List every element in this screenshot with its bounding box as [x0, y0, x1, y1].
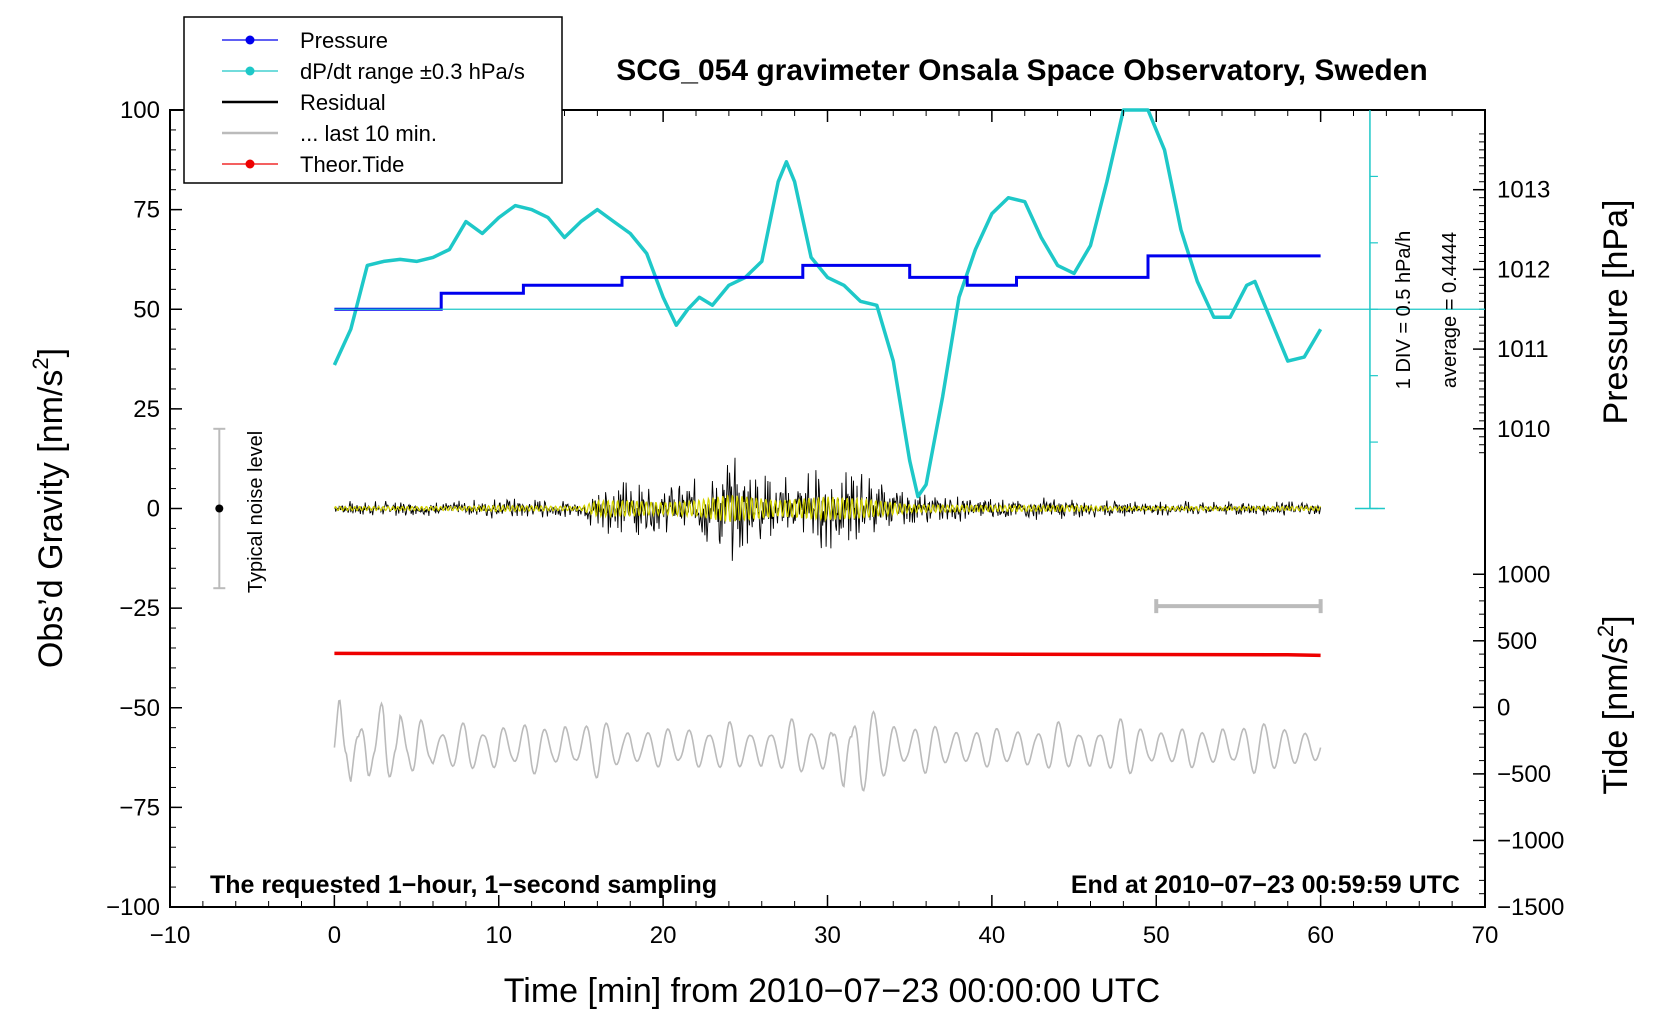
tide-tick-label: 500	[1497, 628, 1537, 655]
pressure-tick-label: 1013	[1497, 177, 1550, 204]
y-tick-label: 75	[133, 197, 160, 224]
noise-bar-dot	[215, 504, 224, 513]
tide-axis-label-sup: 2	[1593, 625, 1618, 637]
pressure-series	[334, 254, 1321, 311]
y-tick-label: 50	[133, 296, 160, 323]
pressure-tick-label: 1010	[1497, 416, 1550, 443]
y-axis-left-label: Obs’d Gravity [nm/s2]	[28, 348, 70, 668]
noise-level-label: Typical noise level	[245, 431, 267, 593]
x-tick-label: 10	[485, 922, 512, 949]
div-label: 1 DIV = 0.5 hPa/h	[1393, 231, 1415, 389]
legend: Pressure dP/dt range ±0.3 hPa/s Residual..…	[183, 16, 563, 184]
sampling-note: The requested 1−hour, 1−second sampling	[210, 871, 717, 899]
x-tick-label: 0	[328, 922, 341, 949]
last10-line	[333, 699, 1322, 792]
chart-title: SCG_054 gravimeter Onsala Space Observat…	[616, 54, 1428, 87]
y-axis-left-label-sup: 2	[28, 357, 53, 369]
legend-label-2: Residual	[300, 90, 386, 115]
legend-marker-1	[245, 66, 255, 76]
x-tick-label: 40	[979, 922, 1006, 949]
tide-tick-label: −1000	[1497, 827, 1564, 854]
residual-line	[334, 457, 1322, 561]
average-label: average = 0.4444	[1439, 232, 1461, 388]
y-tick-label: −100	[106, 894, 160, 921]
dpdt-line	[332, 108, 1323, 499]
tide-tick-label: −500	[1497, 761, 1551, 788]
y-axis-left-label-main: Obs’d Gravity [nm/s	[32, 370, 70, 669]
y-axis-left-label-close: ]	[32, 348, 70, 357]
legend-marker-0	[245, 35, 255, 45]
x-tick-label: −10	[150, 922, 191, 949]
tide-line	[334, 651, 1321, 658]
x-tick-label: 70	[1472, 922, 1499, 949]
pressure-axis-ticks: 1010 1011 1012 1013	[1473, 133, 1550, 454]
tide-tick-label: 1000	[1497, 561, 1550, 588]
y-axis-left-ticks: −100 −75 −50 −25 0 25 50 75 100	[106, 97, 182, 921]
legend-box	[183, 16, 563, 184]
legend-items: Pressure dP/dt range ±0.3 hPa/s Residual..…	[222, 28, 525, 177]
y-tick-label: 100	[120, 97, 160, 124]
tide-series	[334, 651, 1321, 658]
tide-tick-label: 0	[1497, 694, 1510, 721]
last10-series	[333, 699, 1322, 792]
legend-label-4: Theor.Tide	[300, 152, 404, 177]
pressure-tick-label: 1011	[1497, 336, 1549, 363]
residual-smooth-line	[333, 494, 1321, 523]
x-axis-label: Time [min] from 2010−07−23 00:00:00 UTC	[504, 972, 1160, 1010]
tide-axis-ticks: −1500 −1000 −500 0 500 1000	[1473, 561, 1564, 921]
legend-label-1: dP/dt range ±0.3 hPa/s	[300, 59, 525, 84]
y-tick-label: −25	[119, 595, 160, 622]
y-tick-label: 0	[147, 496, 160, 523]
tide-axis-label-close: ]	[1597, 615, 1635, 624]
x-tick-label: 30	[814, 922, 841, 949]
tide-axis-label-main: Tide [nm/s	[1597, 637, 1635, 794]
x-tick-label: 60	[1307, 922, 1334, 949]
typical-noise-bar	[213, 427, 226, 590]
residual-series	[333, 457, 1322, 561]
pressure-axis-label: Pressure [hPa]	[1597, 200, 1635, 425]
legend-label-0: Pressure	[300, 28, 388, 53]
y-tick-label: −50	[119, 695, 160, 722]
y-tick-label: 25	[133, 396, 160, 423]
x-tick-label: 20	[650, 922, 677, 949]
dpdt-series	[332, 108, 1323, 499]
y-tick-label: −75	[119, 794, 160, 821]
dpdt-reference-axis	[334, 110, 1485, 510]
x-axis-ticks: −10 0 10 20 30 40 50 60 70	[150, 110, 1499, 949]
pressure-line	[334, 254, 1321, 311]
x-tick-label: 50	[1143, 922, 1170, 949]
end-time-note: End at 2010−07−23 00:59:59 UTC	[1071, 871, 1460, 899]
tide-axis-label: Tide [nm/s2]	[1593, 615, 1635, 794]
legend-marker-4	[245, 159, 255, 169]
legend-label-3: ... last 10 min.	[300, 121, 437, 146]
pressure-tick-label: 1012	[1497, 256, 1550, 283]
tide-tick-label: −1500	[1497, 894, 1564, 921]
